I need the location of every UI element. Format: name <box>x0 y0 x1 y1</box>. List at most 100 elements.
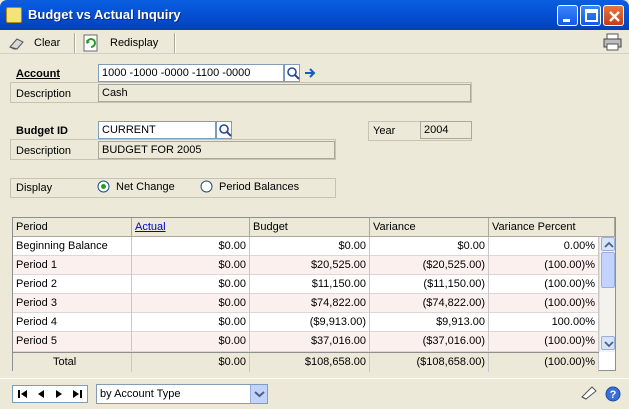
cell-budget: $20,525.00 <box>250 256 370 275</box>
total-variance: ($108,658.00) <box>370 353 489 372</box>
next-record-icon[interactable] <box>54 389 64 399</box>
print-button[interactable] <box>603 33 623 54</box>
cell-actual: $0.00 <box>132 256 250 275</box>
results-grid: Period Actual Budget Variance Variance P… <box>12 217 616 372</box>
total-actual: $0.00 <box>132 353 250 372</box>
first-record-icon[interactable] <box>17 389 29 399</box>
toolbar-separator <box>74 33 76 53</box>
total-label: Total <box>13 353 132 372</box>
account-lookup-button[interactable] <box>284 64 300 82</box>
cell-variance: ($20,525.00) <box>370 256 489 275</box>
table-row[interactable]: Period 3 $0.00 $74,822.00 ($74,822.00) (… <box>13 294 599 313</box>
cell-variance-percent: (100.00)% <box>489 275 599 294</box>
cell-variance: ($11,150.00) <box>370 275 489 294</box>
radio-net-change[interactable]: Net Change <box>97 180 175 193</box>
magnifier-icon <box>287 67 300 80</box>
note-icon <box>581 386 597 400</box>
account-description-label: Description <box>16 88 72 100</box>
close-button[interactable] <box>603 5 624 26</box>
cell-period: Period 1 <box>13 256 132 275</box>
chevron-down-icon <box>604 341 614 348</box>
total-variance-percent: (100.00)% <box>489 353 599 372</box>
minimize-button[interactable] <box>557 5 578 26</box>
cell-variance-percent: (100.00)% <box>489 294 599 313</box>
cell-variance: ($74,822.00) <box>370 294 489 313</box>
status-bar <box>0 378 629 409</box>
account-expand-button[interactable] <box>302 64 318 82</box>
header-variance[interactable]: Variance <box>370 218 489 237</box>
cell-budget: $11,150.00 <box>250 275 370 294</box>
last-record-icon[interactable] <box>71 389 83 399</box>
table-row[interactable]: Period 2 $0.00 $11,150.00 ($11,150.00) (… <box>13 275 599 294</box>
note-button[interactable] <box>580 385 598 404</box>
title-bar[interactable] <box>0 0 629 30</box>
cell-budget: $0.00 <box>250 237 370 256</box>
app-icon <box>6 7 22 23</box>
cell-variance: $0.00 <box>370 237 489 256</box>
budget-description-value: BUDGET FOR 2005 <box>98 141 335 159</box>
scroll-down-button[interactable] <box>601 336 615 350</box>
display-label: Display <box>16 182 53 194</box>
header-variance-percent[interactable]: Variance Percent <box>489 218 615 237</box>
printer-icon <box>603 33 622 51</box>
header-period[interactable]: Period <box>13 218 132 237</box>
window-title: Budget vs Actual Inquiry <box>28 7 181 22</box>
budget-id-input[interactable]: CURRENT <box>98 121 216 139</box>
budget-lookup-button[interactable] <box>216 121 232 139</box>
maximize-icon <box>585 9 598 22</box>
year-label: Year <box>373 125 396 137</box>
scroll-thumb[interactable] <box>601 252 615 288</box>
account-input[interactable]: 1000 -1000 -0000 -1100 -0000 <box>98 64 284 82</box>
clear-button[interactable]: Clear <box>8 34 60 52</box>
redisplay-label: Redisplay <box>110 37 159 49</box>
svg-text:?: ? <box>610 389 617 401</box>
cell-actual: $0.00 <box>132 275 250 294</box>
eraser-icon <box>9 38 24 50</box>
cell-actual: $0.00 <box>132 237 250 256</box>
account-group <box>10 82 472 103</box>
table-row[interactable]: Beginning Balance $0.00 $0.00 $0.00 0.00… <box>13 237 599 256</box>
budget-group <box>10 139 336 160</box>
display-group <box>10 178 336 198</box>
radio-period-balances[interactable]: Period Balances <box>200 180 299 193</box>
cell-period: Beginning Balance <box>13 237 132 256</box>
cell-variance-percent: 100.00% <box>489 313 599 332</box>
cell-variance-percent: 0.00% <box>489 237 599 256</box>
arrow-right-icon <box>305 68 316 78</box>
table-row[interactable]: Period 4 $0.00 ($9,913.00) $9,913.00 100… <box>13 313 599 332</box>
cell-variance: $9,913.00 <box>370 313 489 332</box>
minimize-icon <box>563 19 570 22</box>
table-row[interactable]: Period 1 $0.00 $20,525.00 ($20,525.00) (… <box>13 256 599 275</box>
scroll-up-button[interactable] <box>601 237 615 251</box>
header-actual[interactable]: Actual <box>132 218 250 237</box>
maximize-button[interactable] <box>580 5 601 26</box>
sort-order-value: by Account Type <box>100 388 181 400</box>
account-label: Account <box>16 68 60 80</box>
header-budget[interactable]: Budget <box>250 218 370 237</box>
cell-period: Period 2 <box>13 275 132 294</box>
grid-header: Period Actual Budget Variance Variance P… <box>13 218 615 237</box>
cell-actual: $0.00 <box>132 313 250 332</box>
cell-variance: ($37,016.00) <box>370 332 489 351</box>
dropdown-button[interactable] <box>250 385 267 403</box>
year-value: 2004 <box>420 121 472 139</box>
help-icon: ? <box>605 386 621 402</box>
cell-budget: ($9,913.00) <box>250 313 370 332</box>
clear-label: Clear <box>34 37 61 49</box>
cell-variance-percent: (100.00)% <box>489 332 599 351</box>
cell-actual: $0.00 <box>132 294 250 313</box>
toolbar <box>0 30 629 54</box>
chevron-down-icon <box>254 391 265 398</box>
grid-scrollbar[interactable] <box>599 237 615 352</box>
total-budget: $108,658.00 <box>250 353 370 372</box>
record-navigation <box>12 385 88 403</box>
budget-description-label: Description <box>16 145 72 157</box>
cell-budget: $74,822.00 <box>250 294 370 313</box>
previous-record-icon[interactable] <box>36 389 46 399</box>
sort-order-select[interactable]: by Account Type <box>96 384 268 404</box>
help-button[interactable]: ? <box>605 386 621 405</box>
redisplay-button[interactable]: Redisplay <box>82 34 158 52</box>
period-balances-label: Period Balances <box>219 180 300 193</box>
table-row[interactable]: Period 5 $0.00 $37,016.00 ($37,016.00) (… <box>13 332 599 352</box>
budget-id-label: Budget ID <box>16 125 68 137</box>
